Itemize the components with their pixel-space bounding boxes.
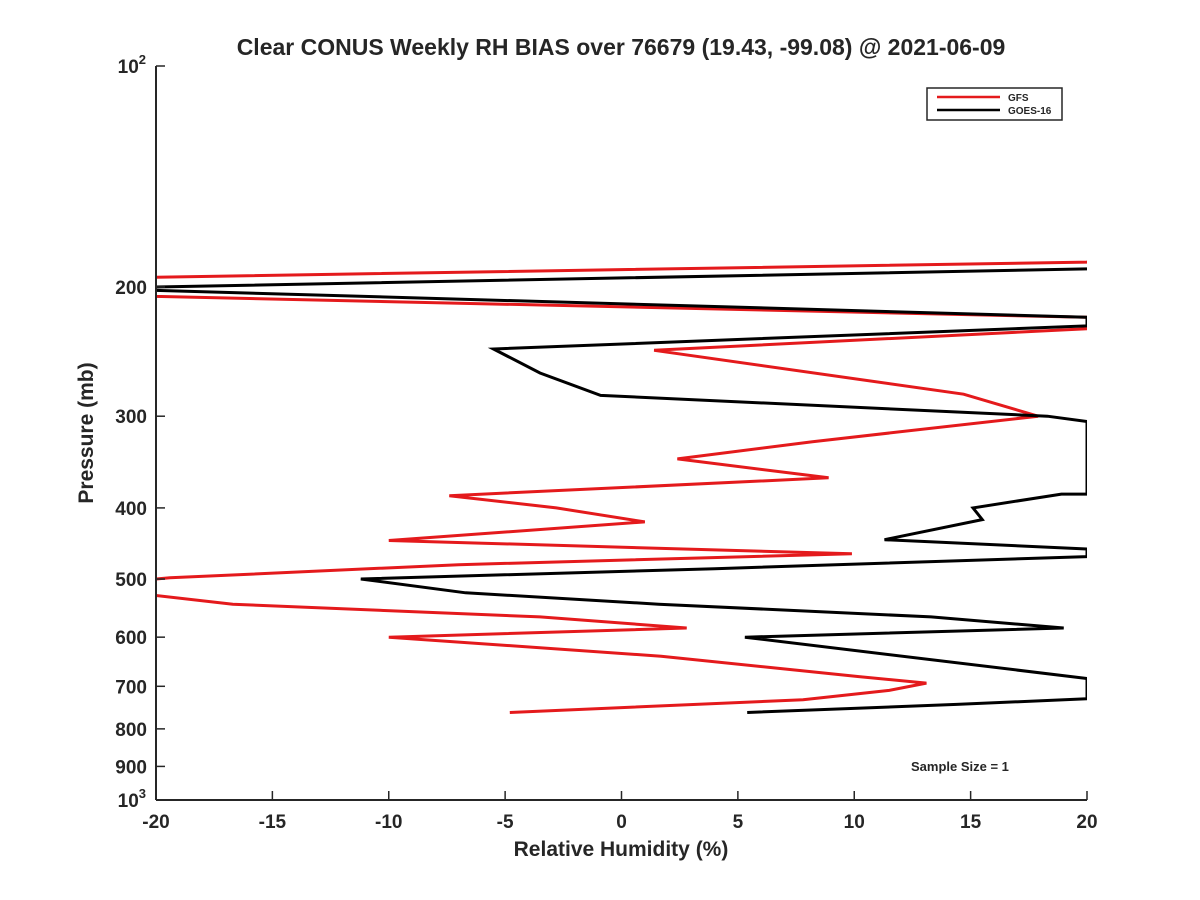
legend: GFS GOES-16 bbox=[926, 87, 1063, 121]
x-tick-label: 15 bbox=[960, 812, 982, 833]
y-tick-label: 400 bbox=[115, 499, 147, 520]
x-tick-label: -20 bbox=[142, 812, 169, 833]
x-tick-label: -10 bbox=[375, 812, 402, 833]
y-tick-label: 800 bbox=[115, 720, 147, 741]
sample-size-annotation: Sample Size = 1 bbox=[911, 759, 1009, 774]
legend-label-gfs: GFS bbox=[1008, 93, 1029, 104]
x-tick-label: -5 bbox=[497, 812, 514, 833]
x-tick-label: 20 bbox=[1076, 812, 1097, 833]
y-tick-label: 600 bbox=[115, 628, 147, 649]
x-tick-label: 10 bbox=[844, 812, 865, 833]
y-tick-label: 102 bbox=[118, 52, 146, 78]
series-line-gfs bbox=[156, 260, 1087, 714]
series-layer bbox=[156, 260, 1087, 714]
x-tick-label: 0 bbox=[616, 812, 627, 833]
y-tick-label: 200 bbox=[115, 278, 147, 299]
y-tick-label: 700 bbox=[115, 677, 147, 698]
axes bbox=[155, 66, 1087, 801]
x-tick-label: 5 bbox=[733, 812, 744, 833]
chart-title: Clear CONUS Weekly RH BIAS over 76679 (1… bbox=[237, 34, 1006, 60]
y-tick-label: 103 bbox=[118, 786, 146, 812]
y-tick-label: 900 bbox=[115, 757, 147, 778]
series-line-goes16 bbox=[156, 267, 1087, 714]
y-axis-ticks: 102 200 300 400 500 600 700 800 900 103 bbox=[115, 52, 165, 812]
legend-label-goes16: GOES-16 bbox=[1008, 106, 1052, 117]
legend-box bbox=[926, 87, 1063, 121]
x-axis-label: Relative Humidity (%) bbox=[514, 838, 729, 861]
y-axis-label: Pressure (mb) bbox=[75, 362, 98, 503]
y-tick-label: 500 bbox=[115, 570, 147, 591]
x-tick-label: -15 bbox=[259, 812, 287, 833]
x-axis-ticks: -20 -15 -10 -5 0 5 10 15 20 bbox=[142, 791, 1098, 833]
y-tick-label: 300 bbox=[115, 407, 147, 428]
